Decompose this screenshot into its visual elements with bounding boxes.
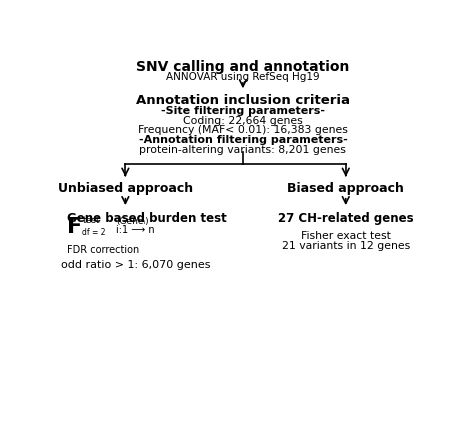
Text: Unbiased approach: Unbiased approach (58, 181, 193, 194)
Text: odd ratio > 1: 6,070 genes: odd ratio > 1: 6,070 genes (61, 260, 210, 270)
Text: -Annotation filtering parameters-: -Annotation filtering parameters- (138, 135, 347, 145)
Text: F: F (67, 216, 82, 236)
Text: ANNOVAR using RefSeq Hg19: ANNOVAR using RefSeq Hg19 (166, 72, 320, 82)
Text: Frequency (MAF< 0.01): 16,383 genes: Frequency (MAF< 0.01): 16,383 genes (138, 125, 348, 135)
Text: protein-altering variants: 8,201 genes: protein-altering variants: 8,201 genes (139, 145, 346, 155)
Text: SNV calling and annotation: SNV calling and annotation (136, 60, 350, 74)
Text: Fisher exact test: Fisher exact test (301, 230, 391, 240)
Text: i:1 ⟶ n: i:1 ⟶ n (116, 224, 155, 234)
Text: Biased approach: Biased approach (287, 181, 404, 194)
Text: (Geneᵢ): (Geneᵢ) (116, 216, 149, 225)
Text: Coding: 22,664 genes: Coding: 22,664 genes (183, 116, 303, 126)
Text: Annotation inclusion criteria: Annotation inclusion criteria (136, 94, 350, 107)
Text: 21 variants in 12 genes: 21 variants in 12 genes (282, 240, 410, 250)
Text: Gene based burden test: Gene based burden test (66, 212, 227, 225)
Text: test: test (82, 215, 100, 224)
Text: -Site filtering parameters-: -Site filtering parameters- (161, 106, 325, 116)
Text: FDR correction: FDR correction (67, 244, 139, 254)
Text: 27 CH-related genes: 27 CH-related genes (278, 212, 414, 225)
Text: df = 2: df = 2 (82, 227, 106, 236)
